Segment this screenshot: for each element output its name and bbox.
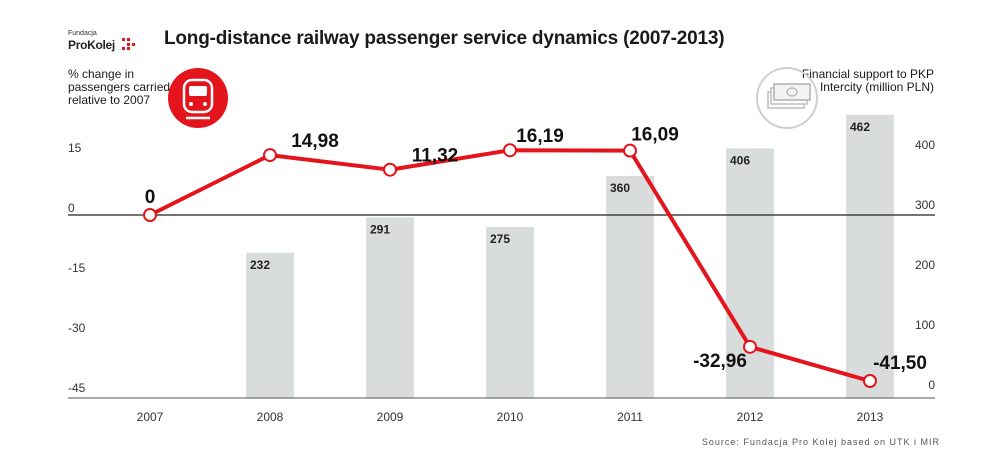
line-point — [383, 162, 397, 177]
logo-small-text: Fundacja — [68, 30, 97, 37]
right-tick-label: 100 — [915, 318, 935, 332]
bar-value-label: 360 — [610, 181, 630, 195]
bar — [606, 176, 654, 398]
right-axis-title: Financial support to PKP Intercity (mill… — [801, 67, 934, 94]
line-point — [143, 208, 157, 222]
right-tick-label: 200 — [915, 258, 935, 272]
x-tick-label: 2009 — [377, 410, 404, 424]
bar — [246, 252, 294, 398]
left-tick-label: 0 — [68, 201, 75, 215]
bar-value-label: 462 — [850, 120, 870, 134]
x-tick-label: 2007 — [137, 410, 164, 424]
x-tick-label: 2011 — [617, 410, 643, 424]
x-tick-label: 2010 — [497, 410, 524, 424]
line-point — [623, 143, 637, 158]
x-tick-label: 2012 — [737, 410, 764, 424]
line-value-label: 11,32 — [412, 146, 459, 167]
bar — [366, 217, 414, 398]
left-tick-label: 15 — [68, 141, 82, 155]
left-tick-label: -45 — [68, 381, 86, 395]
line-point — [503, 143, 517, 158]
right-tick-label: 300 — [915, 198, 935, 212]
left-tick-label: -15 — [68, 261, 86, 275]
line-value-label: 16,19 — [516, 126, 564, 147]
bar — [486, 227, 534, 398]
bar — [846, 114, 894, 399]
line-point — [263, 148, 277, 163]
source-note: Source: Fundacja Pro Kolej based on UTK … — [701, 437, 940, 447]
line-point — [863, 374, 877, 388]
left-axis-title: % change in passengers carried relative … — [68, 67, 171, 107]
left-tick-label: -30 — [68, 321, 86, 335]
plot-area: 2007 2008 2009 2010 2011 2012 2013 232 291 275 360… — [68, 114, 935, 424]
line-value-label: -32,96 — [693, 351, 747, 372]
right-tick-label: 0 — [928, 378, 935, 392]
logo-mark-icon — [122, 38, 135, 50]
money-stack-icon — [756, 67, 818, 129]
line-value-label: 14,98 — [291, 131, 339, 152]
line-value-label: -41,50 — [873, 353, 927, 374]
bar-value-label: 275 — [490, 232, 510, 246]
line-value-label: 0 — [145, 187, 156, 208]
bar-value-label: 291 — [370, 222, 390, 236]
x-tick-label: 2013 — [857, 410, 884, 424]
pro-kolej-logo: Fundacja ProKolej — [68, 30, 158, 60]
chart-title: Long-distance railway passenger service … — [164, 28, 725, 49]
logo-main-text: ProKolej — [68, 38, 115, 52]
x-tick-label: 2008 — [257, 410, 284, 424]
bar — [726, 148, 774, 398]
bar-value-label: 406 — [730, 153, 750, 167]
line-value-label: 16,09 — [631, 125, 679, 146]
train-icon — [168, 68, 228, 128]
line-point — [743, 339, 757, 354]
right-tick-label: 400 — [915, 138, 935, 152]
bar-value-label: 232 — [250, 258, 270, 272]
